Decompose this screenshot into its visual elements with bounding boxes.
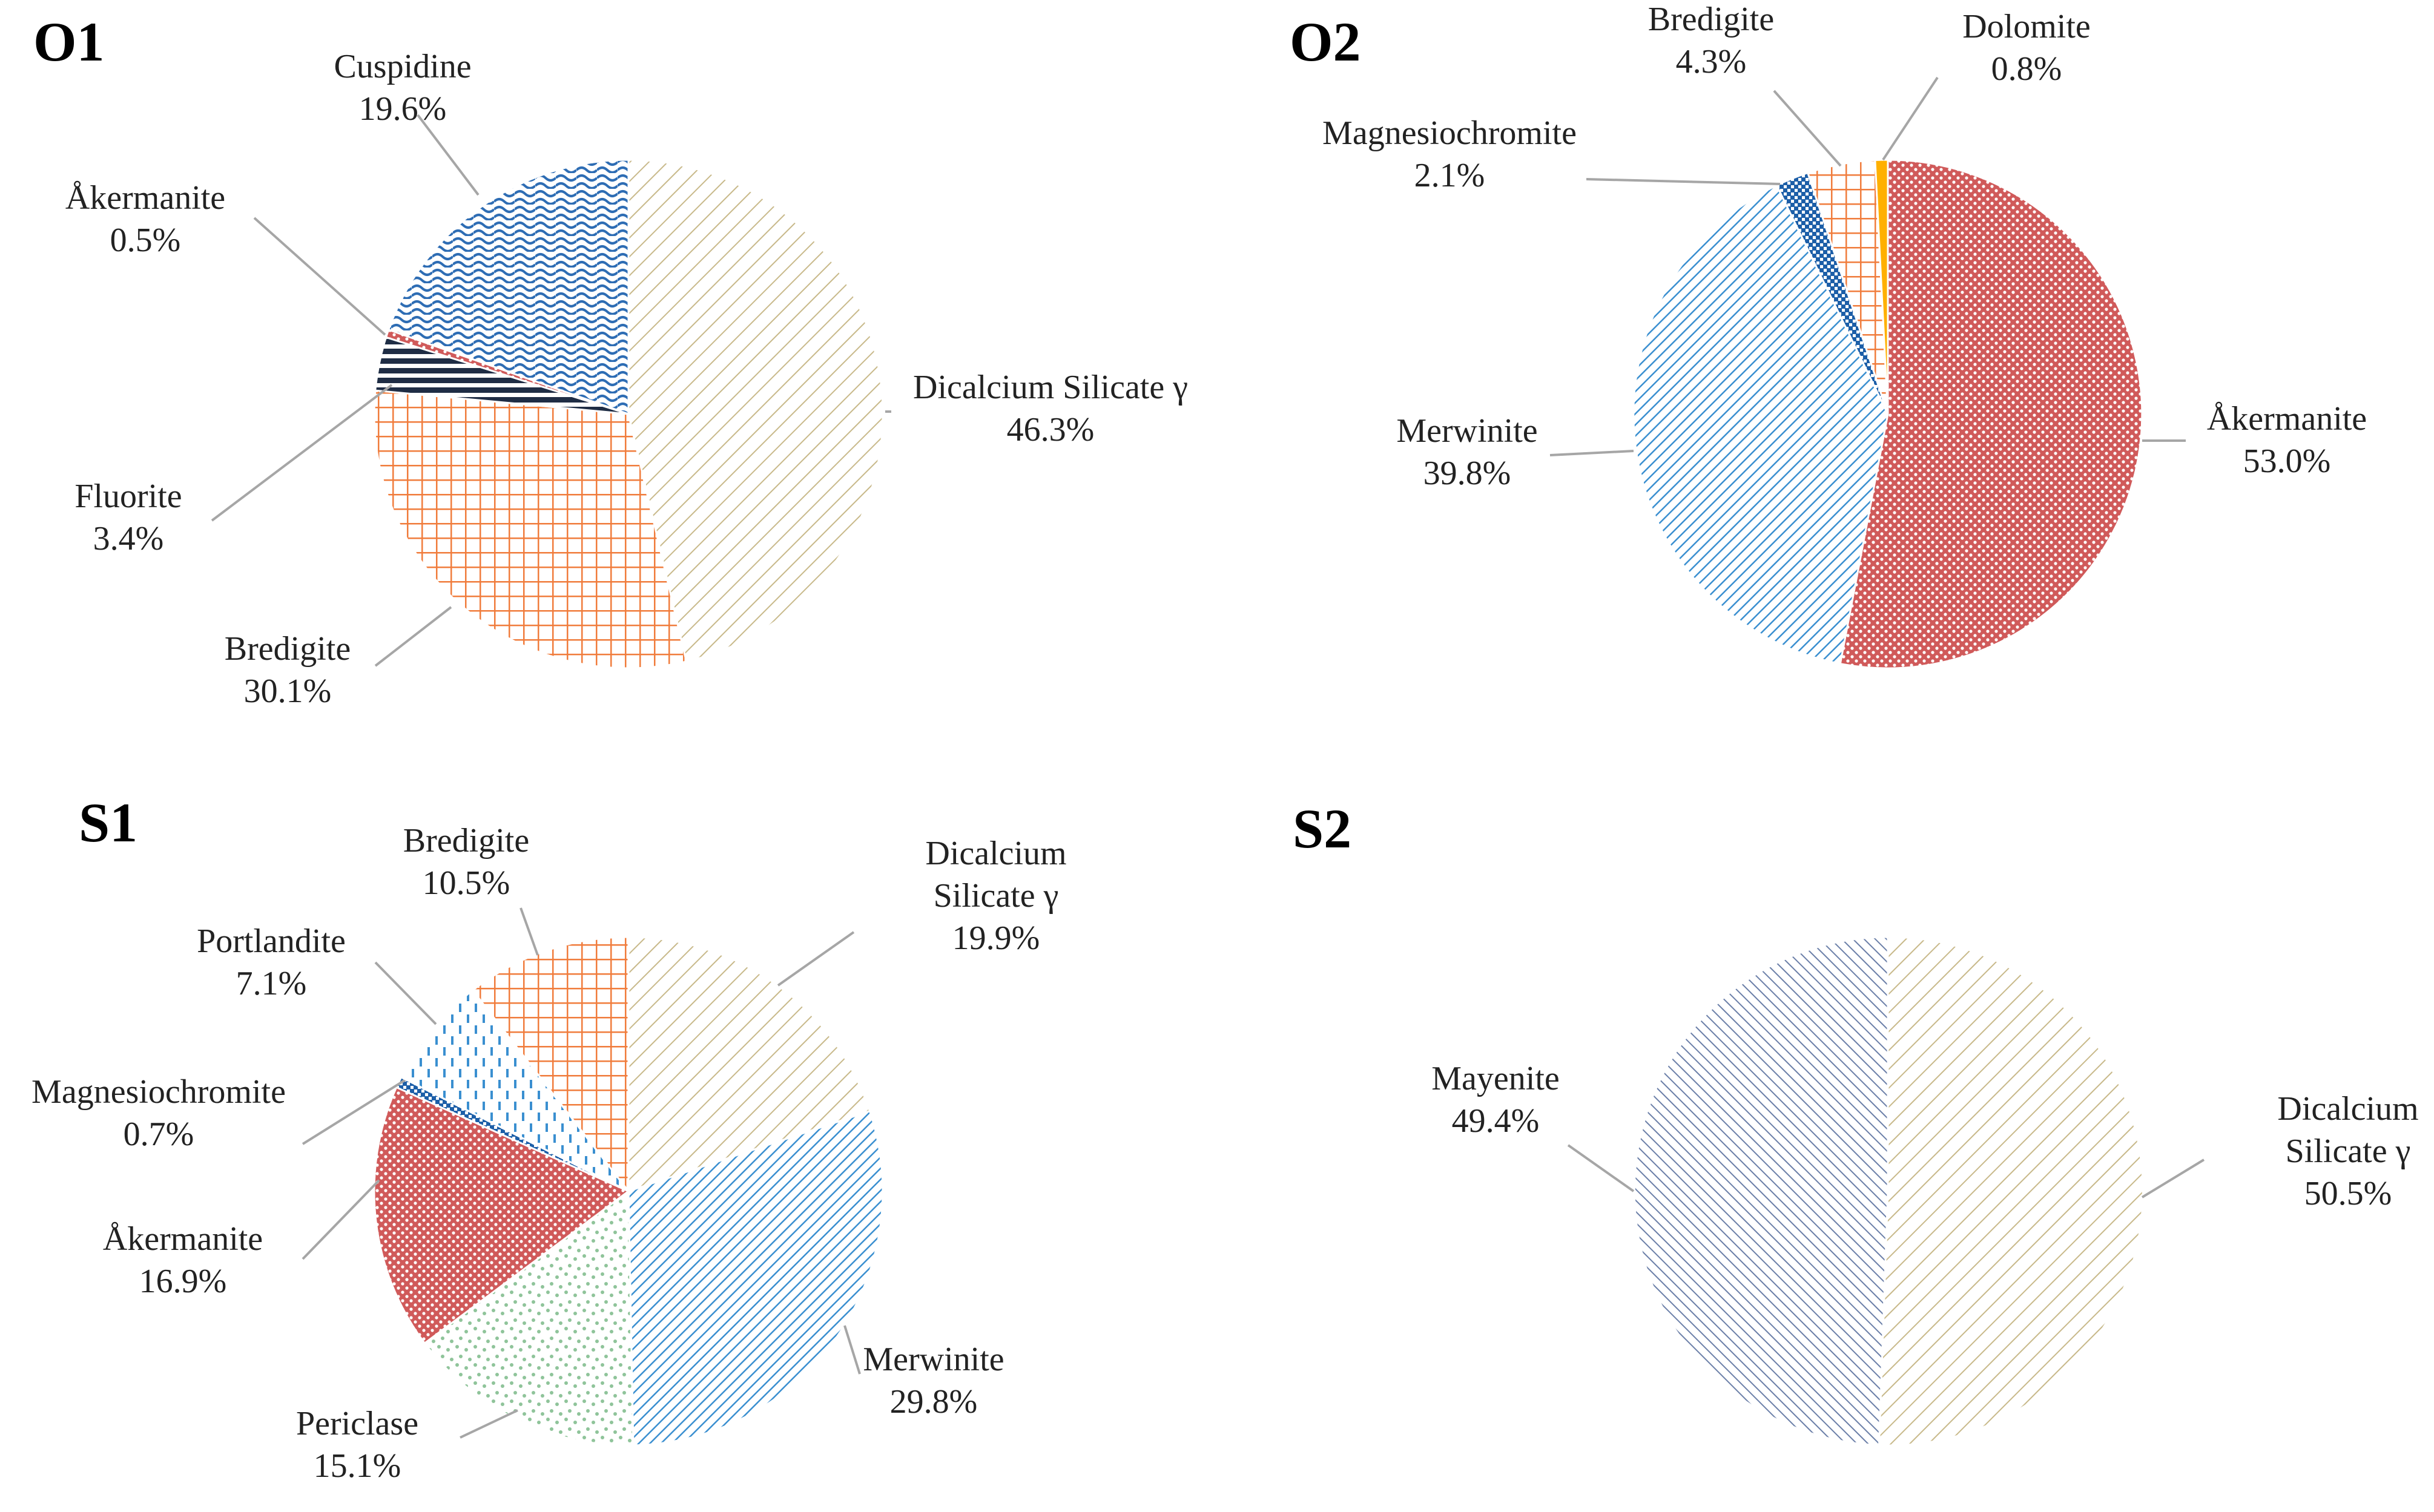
leader-line	[374, 606, 452, 667]
pie-slice-bredigite	[471, 936, 630, 1194]
leader-line	[1549, 450, 1634, 456]
data-label-portlandite: Portlandite 7.1%	[197, 922, 346, 1002]
leader-line	[253, 217, 386, 336]
leader-line	[417, 114, 480, 196]
leader-line	[1773, 90, 1842, 167]
data-label-cuspidine: Cuspidine 19.6%	[334, 48, 471, 128]
leader-line	[1567, 1144, 1635, 1192]
pie-slice-mayenite	[1633, 936, 1889, 1447]
data-label-fluorite: Fluorite 3.4%	[74, 478, 182, 557]
panel-s2: S2 Dicalcium Silicate γ 50.5% Mayenite 49.4%	[1293, 798, 2419, 1447]
leader-line	[519, 907, 539, 956]
leader-line	[302, 1179, 380, 1260]
data-label-bredigite: Bredigite 4.3%	[1648, 1, 1774, 81]
data-label-mayenite: Mayenite 49.4%	[1431, 1060, 1559, 1140]
pie-slice-bredigite	[373, 389, 688, 669]
data-label-bredigite: Bredigite 30.1%	[225, 630, 351, 710]
leader-line	[843, 1325, 861, 1375]
panel-o2: O2 Åkermanite 53.0% Merwinite 39.8% Magnesio…	[1290, 1, 2367, 669]
data-label-dolomite: Dolomite 0.8%	[1962, 8, 2091, 88]
pie-s2: Dicalcium Silicate γ 50.5% Mayenite 49.4%	[1431, 936, 2419, 1447]
data-label-dicalcium-silicate-: Dicalcium Silicate γ 50.5%	[2277, 1090, 2418, 1212]
pie-o2: Åkermanite 53.0% Merwinite 39.8% Magnesiochr…	[1322, 1, 2367, 669]
pie-slice-akermanite	[373, 1086, 630, 1345]
leader-line	[211, 384, 393, 522]
leader-line	[1882, 76, 1939, 161]
leader-line	[2141, 1159, 2205, 1198]
data-label-dicalcium-silicate-: Dicalcium Silicate γ 46.3%	[913, 369, 1188, 449]
pie-s1: Dicalcium Silicate γ 19.9% Merwinite 29.8% Pe…	[31, 822, 1067, 1485]
leader-line	[777, 931, 855, 987]
pie-slice-merwinite	[1632, 184, 1889, 665]
panel-title-s2: S2	[1293, 798, 1351, 860]
pie-slice-cuspidine	[387, 159, 630, 416]
panel-title-o2: O2	[1290, 11, 1361, 73]
data-label-akermanite: Åkermanite 0.5%	[65, 179, 225, 259]
data-label-bredigite: Bredigite 10.5%	[403, 822, 529, 902]
data-label-periclase: Periclase 15.1%	[296, 1405, 418, 1485]
data-label-akermanite: Åkermanite 16.9%	[103, 1220, 263, 1300]
pie-slice-dicalcium-silicate-	[1878, 936, 2144, 1447]
panel-s1: S1 Dicalcium Silicate γ 19.9% Merwinite 29.8…	[31, 792, 1067, 1485]
data-label-merwinite: Merwinite 39.8%	[1396, 412, 1537, 492]
panel-o1: O1 Dicalcium Silicate γ 46.3% Bredigite 30.…	[33, 11, 1188, 710]
pie-slice-dicalcium-silicate-	[627, 936, 871, 1193]
panel-title-s1: S1	[79, 792, 137, 853]
leader-line	[374, 961, 437, 1025]
data-label-magnesiochromite: Magnesiochromite 0.7%	[31, 1073, 286, 1153]
pie-slice-portlandite	[400, 988, 630, 1192]
data-label-merwinite: Merwinite 29.8%	[863, 1341, 1004, 1421]
pie-slice-dicalcium-silicate-	[627, 159, 884, 663]
panel-title-o1: O1	[33, 11, 105, 73]
leader-line	[1586, 178, 1781, 185]
pie-slice-merwinite	[627, 1109, 884, 1447]
pie-slice-dolomite	[1874, 159, 1889, 415]
pie-slice-periclase	[423, 1189, 635, 1447]
leader-line	[460, 1409, 518, 1439]
leader-line	[302, 1076, 411, 1145]
pie-slice-akermanite	[1839, 159, 2143, 669]
data-label-akermanite: Åkermanite 53.0%	[2207, 400, 2367, 480]
pie-o1: Dicalcium Silicate γ 46.3% Bredigite 30.1% F…	[65, 48, 1188, 710]
data-label-dicalcium-silicate-: Dicalcium Silicate γ 19.9%	[925, 835, 1066, 957]
data-label-magnesiochromite: Magnesiochromite 2.1%	[1322, 114, 1577, 194]
